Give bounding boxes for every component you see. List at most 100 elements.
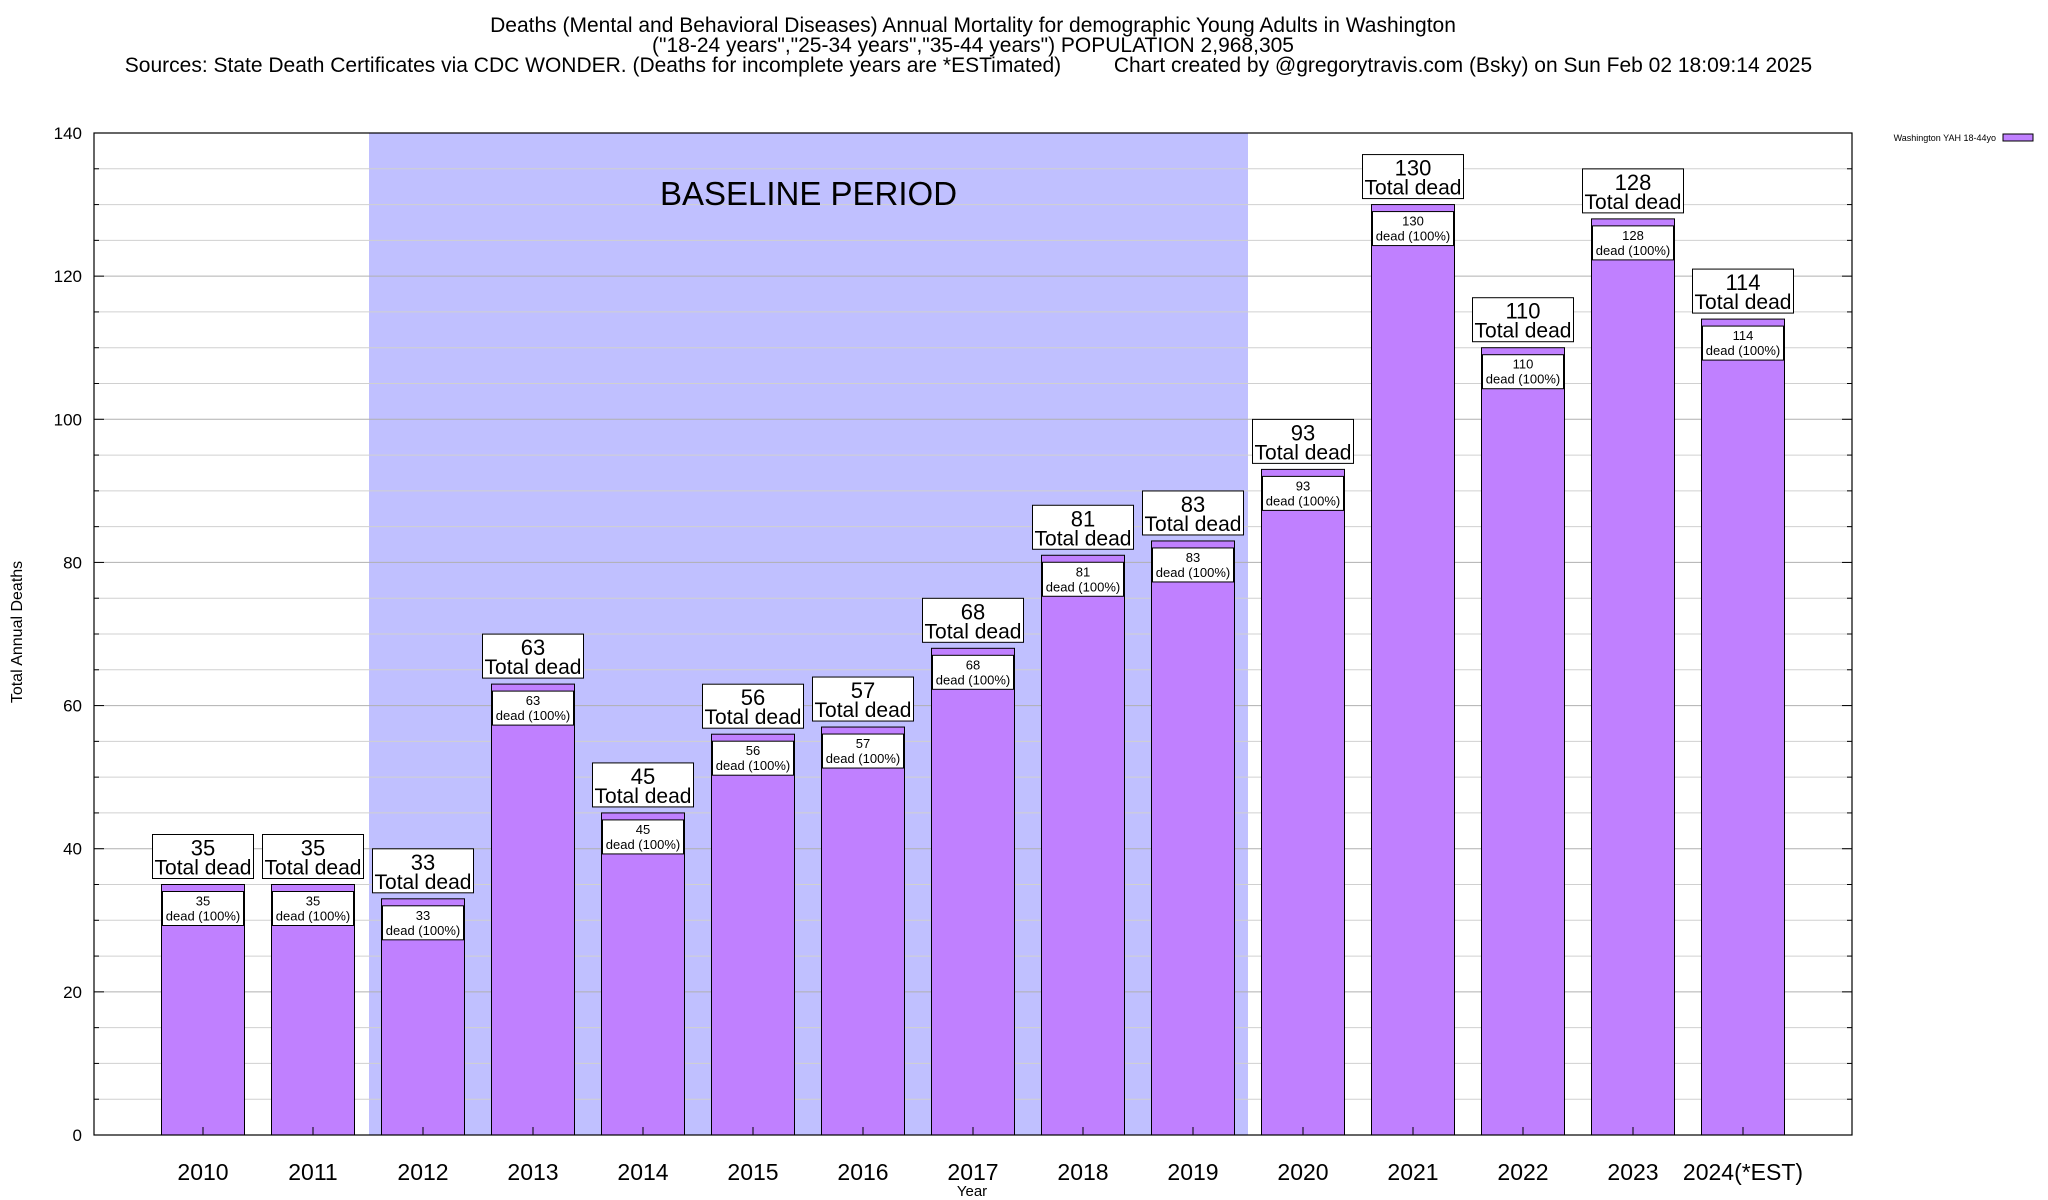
inner-label-box [162, 891, 244, 926]
top-label-text: Total dead [485, 656, 582, 679]
top-label-value: 128 [1615, 170, 1652, 195]
inner-label-box [1042, 561, 1124, 597]
top-label-value: 68 [961, 599, 985, 624]
top-label-value: 114 [1725, 270, 1760, 295]
top-label-text: Total dead [1255, 441, 1352, 464]
legend: Washington YAH 18-44yo [1894, 133, 2034, 143]
top-label-value: 35 [191, 836, 215, 861]
x-tick-label: 2010 [177, 1159, 228, 1185]
x-tick-label: 2015 [727, 1159, 778, 1185]
bar [601, 812, 685, 1136]
x-tick-label: 2023 [1607, 1159, 1658, 1185]
inner-label-value: 110 [1513, 357, 1534, 372]
inner-label-text: dead (100%) [386, 923, 460, 938]
chart-title: Deaths (Mental and Behavioral Diseases) … [490, 14, 1456, 37]
inner-label-value: 68 [966, 657, 980, 672]
y-tick-label: 100 [54, 410, 82, 429]
inner-label-text: dead (100%) [606, 837, 680, 852]
inner-label-box [602, 819, 684, 855]
inner-label-text: dead (100%) [496, 708, 570, 723]
top-label-value: 35 [301, 836, 325, 861]
y-tick-label: 120 [54, 267, 82, 286]
inner-label-text: dead (100%) [1486, 372, 1560, 387]
x-tick-label: 2024(*EST) [1683, 1159, 1803, 1185]
top-label-text: Total dead [925, 620, 1022, 643]
top-label-box [702, 683, 804, 729]
plot-border [93, 132, 1853, 1136]
top-label-box [1582, 168, 1684, 214]
inner-label-value: 35 [196, 894, 210, 909]
bar [711, 733, 795, 1136]
inner-label-value: 57 [856, 736, 870, 751]
x-tick-label: 2018 [1057, 1159, 1108, 1185]
inner-label-box [932, 654, 1014, 690]
inner-label-text: dead (100%) [1156, 565, 1230, 580]
inner-label-text: dead (100%) [826, 751, 900, 766]
inner-label-value: 63 [526, 693, 540, 708]
top-label-text: Total dead [1585, 191, 1682, 214]
inner-label-value: 114 [1733, 328, 1754, 343]
y-tick-label: 140 [54, 124, 82, 143]
top-label-value: 45 [631, 764, 655, 789]
top-label-value: 130 [1395, 156, 1432, 181]
top-label-text: Total dead [1695, 291, 1792, 314]
chart-subtitle: ("18-24 years","25-34 years","35-44 year… [652, 34, 1294, 57]
bar [1701, 318, 1785, 1136]
bar [1371, 204, 1455, 1136]
inner-label-box [1152, 547, 1234, 583]
bar [1151, 540, 1235, 1136]
bar [271, 884, 355, 1136]
top-label-value: 63 [521, 635, 545, 660]
inner-label-value: 83 [1186, 550, 1200, 565]
inner-label-text: dead (100%) [716, 758, 790, 773]
chart-sources: Sources: State Death Certificates via CD… [125, 54, 1061, 77]
y-tick-label: 40 [63, 840, 82, 859]
x-tick-label: 2020 [1277, 1159, 1328, 1185]
inner-label-box [712, 740, 794, 776]
top-label-value: 56 [741, 685, 765, 710]
top-label-box [152, 834, 254, 879]
bar [1481, 347, 1565, 1136]
x-tick-label: 2022 [1497, 1159, 1548, 1185]
bar [161, 884, 245, 1136]
top-label-text: Total dead [375, 871, 472, 894]
inner-label-value: 35 [306, 894, 320, 909]
top-label-text: Total dead [1145, 513, 1242, 536]
bar [491, 683, 575, 1136]
y-tick-label: 0 [73, 1126, 82, 1145]
legend-label: Washington YAH 18-44yo [1894, 133, 1996, 143]
top-label-value: 33 [411, 850, 435, 875]
inner-label-text: dead (100%) [276, 909, 350, 924]
x-tick-label: 2011 [288, 1159, 337, 1185]
top-label-text: Total dead [595, 785, 692, 808]
top-label-box [1362, 154, 1464, 200]
y-axis-title: Total Annual Deaths [9, 561, 26, 703]
top-label-box [1142, 490, 1244, 536]
inner-label-box [1592, 225, 1674, 261]
top-label-box [1032, 504, 1134, 550]
x-tick-label: 2014 [617, 1159, 668, 1185]
inner-label-text: dead (100%) [1706, 343, 1780, 358]
inner-label-box [1262, 475, 1344, 511]
bar [1041, 554, 1125, 1136]
bar [931, 647, 1015, 1136]
chart-credit: Chart created by @gregorytravis.com (Bsk… [1114, 54, 1812, 77]
top-label-value: 110 [1505, 299, 1540, 324]
top-label-box [592, 762, 694, 808]
inner-label-value: 93 [1296, 478, 1310, 493]
inner-label-value: 33 [416, 908, 430, 923]
y-tick-label: 80 [63, 553, 82, 572]
inner-label-box [382, 905, 464, 941]
baseline-label: BASELINE PERIOD [660, 175, 957, 212]
inner-label-box [1372, 211, 1454, 247]
x-tick-label: 2021 [1387, 1159, 1438, 1185]
inner-label-box [272, 891, 354, 926]
inner-label-text: dead (100%) [1046, 579, 1120, 594]
x-axis-title: Year [957, 1183, 987, 1200]
top-label-text: Total dead [1475, 320, 1572, 343]
legend-swatch [2002, 133, 2034, 142]
top-label-text: Total dead [705, 706, 802, 729]
top-label-text: Total dead [1035, 527, 1132, 550]
inner-label-value: 56 [746, 743, 760, 758]
